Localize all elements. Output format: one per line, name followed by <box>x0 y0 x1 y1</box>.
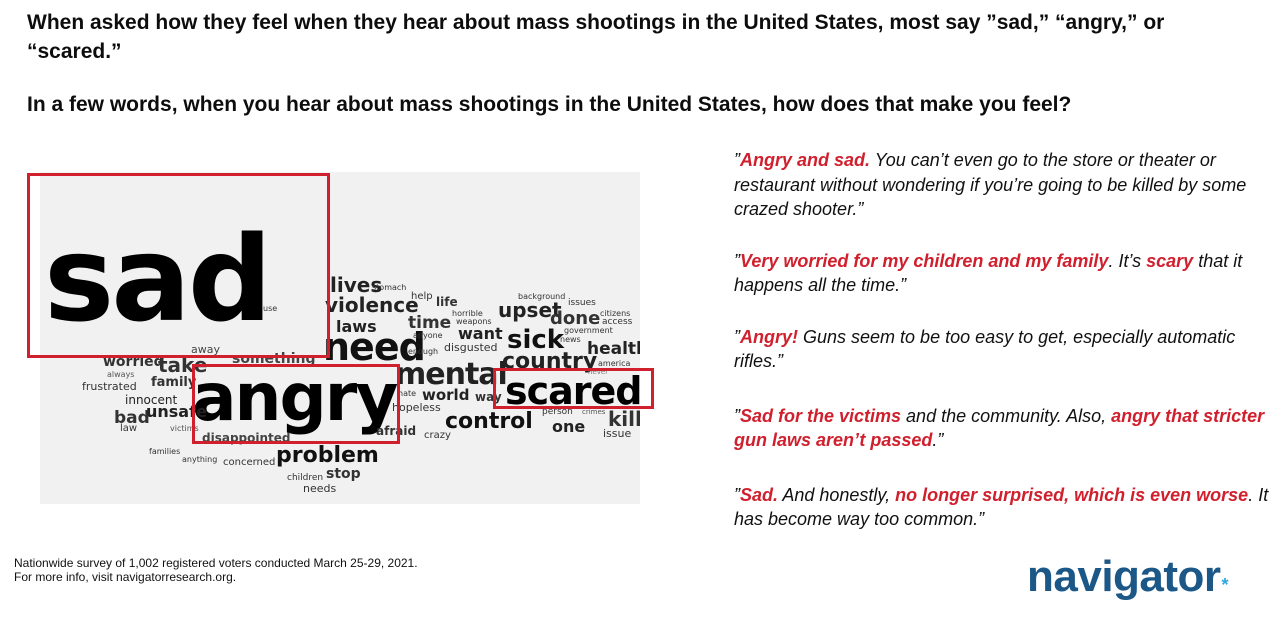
cloud-word-citizens: citizens <box>600 309 630 318</box>
cloud-word-worried: worried <box>103 354 164 370</box>
quote-highlight: scary <box>1146 250 1194 271</box>
cloud-word-frustrated: frustrated <box>82 380 137 393</box>
cloud-word-sad: sad <box>44 210 269 348</box>
cloud-word-horrible: horrible <box>452 309 483 318</box>
quote-text: and the community. Also, <box>901 405 1112 426</box>
cloud-word-upset: upset <box>498 298 562 322</box>
quote-highlight: angry that stricter gun laws aren’t pass… <box>734 405 1265 451</box>
quote-highlight: no longer surprised, which is even worse <box>895 484 1249 505</box>
cloud-word-families: families <box>149 447 180 456</box>
cloud-word-family: family <box>151 375 197 390</box>
cloud-word-angry: angry <box>192 359 397 436</box>
headline: When asked how they feel when they hear … <box>27 11 1165 63</box>
cloud-word-control: control <box>445 409 533 434</box>
cloud-word-concerned: concerned <box>223 457 275 468</box>
cloud-word-america: america <box>598 359 631 368</box>
highlight-box-angry <box>192 364 400 444</box>
quote-text: Guns seem to be too easy to get, especia… <box>734 326 1236 372</box>
cloud-word-weapons: weapons <box>456 317 492 326</box>
cloud-word-life: life <box>436 295 458 309</box>
quote-highlight: Angry! <box>740 326 798 347</box>
quote-text: And honestly, <box>778 484 896 505</box>
cloud-word-lives: lives <box>330 273 382 297</box>
cloud-word-mental: mental <box>395 357 507 392</box>
cloud-word-kill: kill <box>608 407 640 431</box>
cloud-word-bad: bad <box>114 408 150 428</box>
quote-text: ” <box>734 150 740 170</box>
quote-text: . It’s <box>1108 250 1147 271</box>
cloud-word-anything: anything <box>182 455 217 464</box>
cloud-word-needs: needs <box>303 482 336 495</box>
cloud-word-done: done <box>550 308 600 329</box>
cloud-word-disgusted: disgusted <box>444 341 498 354</box>
cloud-word-want: want <box>458 324 503 343</box>
cloud-word-stop: stop <box>326 466 361 482</box>
cloud-word-issue: issue <box>603 427 631 440</box>
cloud-word-crazy: crazy <box>424 430 451 441</box>
cloud-word-away: away <box>191 343 220 356</box>
quote-text: ” <box>734 326 740 347</box>
cloud-word-afraid: afraid <box>376 424 416 438</box>
cloud-word-health: health <box>587 339 640 359</box>
cloud-word-unsafe: unsafe <box>146 402 207 421</box>
cloud-word-always: always <box>107 370 134 379</box>
quote-text: . It has become way too common.” <box>734 484 1269 530</box>
footnote-link: For more info, visit navigatorresearch.o… <box>14 570 237 584</box>
cloud-word-help: help <box>411 291 433 302</box>
highlight-box-scared <box>493 368 654 409</box>
cloud-word-need: need <box>323 325 425 369</box>
cloud-word-person: person <box>542 407 573 417</box>
cloud-word-never: never <box>588 368 608 376</box>
cloud-word-one: one <box>552 417 585 436</box>
navigator-logo: navigator* <box>1027 552 1229 602</box>
quote-4: ”Sad for the victims and the community. … <box>734 404 1274 453</box>
quote-2: ”Very worried for my children and my fam… <box>734 249 1274 298</box>
cloud-word-world: world <box>422 386 469 404</box>
cloud-word-innocent: innocent <box>125 393 177 407</box>
footnote: Nationwide survey of 1,002 registered vo… <box>14 556 418 584</box>
quote-text: ” <box>734 405 740 426</box>
cloud-word-problem: problem <box>276 443 379 468</box>
quote-text: ” <box>734 484 740 505</box>
quote-text: You can’t even go to the store or theate… <box>734 150 1247 219</box>
footnote-survey: Nationwide survey of 1,002 registered vo… <box>14 556 418 570</box>
cloud-word-sick: sick <box>507 325 565 355</box>
survey-question: In a few words, when you hear about mass… <box>27 93 1072 116</box>
quote-highlight: Very worried for my children and my fami… <box>740 250 1109 271</box>
cloud-word-enough: enough <box>408 347 438 356</box>
cloud-word-crimes: crimes <box>582 408 606 416</box>
cloud-word-background: background <box>518 292 565 301</box>
cloud-word-hate: hate <box>398 389 416 398</box>
cloud-word-anyone: anyone <box>413 331 443 340</box>
logo-star-icon: * <box>1221 575 1229 595</box>
cloud-word-hopeless: hopeless <box>392 401 441 414</box>
cloud-word-government: government <box>564 326 613 335</box>
quote-3: ”Angry! Guns seem to be too easy to get,… <box>734 325 1274 374</box>
cloud-word-law: law <box>120 423 137 434</box>
cloud-word-violence: violence <box>325 293 419 317</box>
cloud-word-use: use <box>263 304 277 313</box>
cloud-word-stomach: stomach <box>372 283 406 292</box>
quote-5: ”Sad. And honestly, no longer surprised,… <box>734 483 1274 532</box>
cloud-word-time: time <box>408 313 451 333</box>
cloud-word-scared: scared <box>505 369 640 413</box>
logo-text: navigator <box>1027 552 1221 601</box>
quote-text: ” <box>734 250 740 271</box>
quotes-list: ”Angry and sad. You can’t even go to the… <box>734 148 1274 532</box>
quote-text: .” <box>932 430 944 450</box>
quote-text: that it happens all the time.” <box>734 250 1243 296</box>
highlight-box-sad <box>27 173 330 358</box>
cloud-word-issues: issues <box>568 298 596 308</box>
quote-highlight: Sad. <box>740 484 779 505</box>
quote-highlight: Sad for the victims <box>740 405 902 426</box>
word-cloud: sad angry scared need mental problem control si… <box>40 172 640 504</box>
cloud-word-laws: laws <box>336 317 377 336</box>
cloud-word-children: children <box>287 473 323 483</box>
quote-highlight: Angry and sad. <box>740 150 871 170</box>
cloud-word-victims: victims <box>170 424 199 433</box>
cloud-word-news: news <box>560 335 581 344</box>
cloud-word-access: access <box>602 317 633 327</box>
quote-1: ”Angry and sad. You can’t even go to the… <box>734 148 1274 222</box>
